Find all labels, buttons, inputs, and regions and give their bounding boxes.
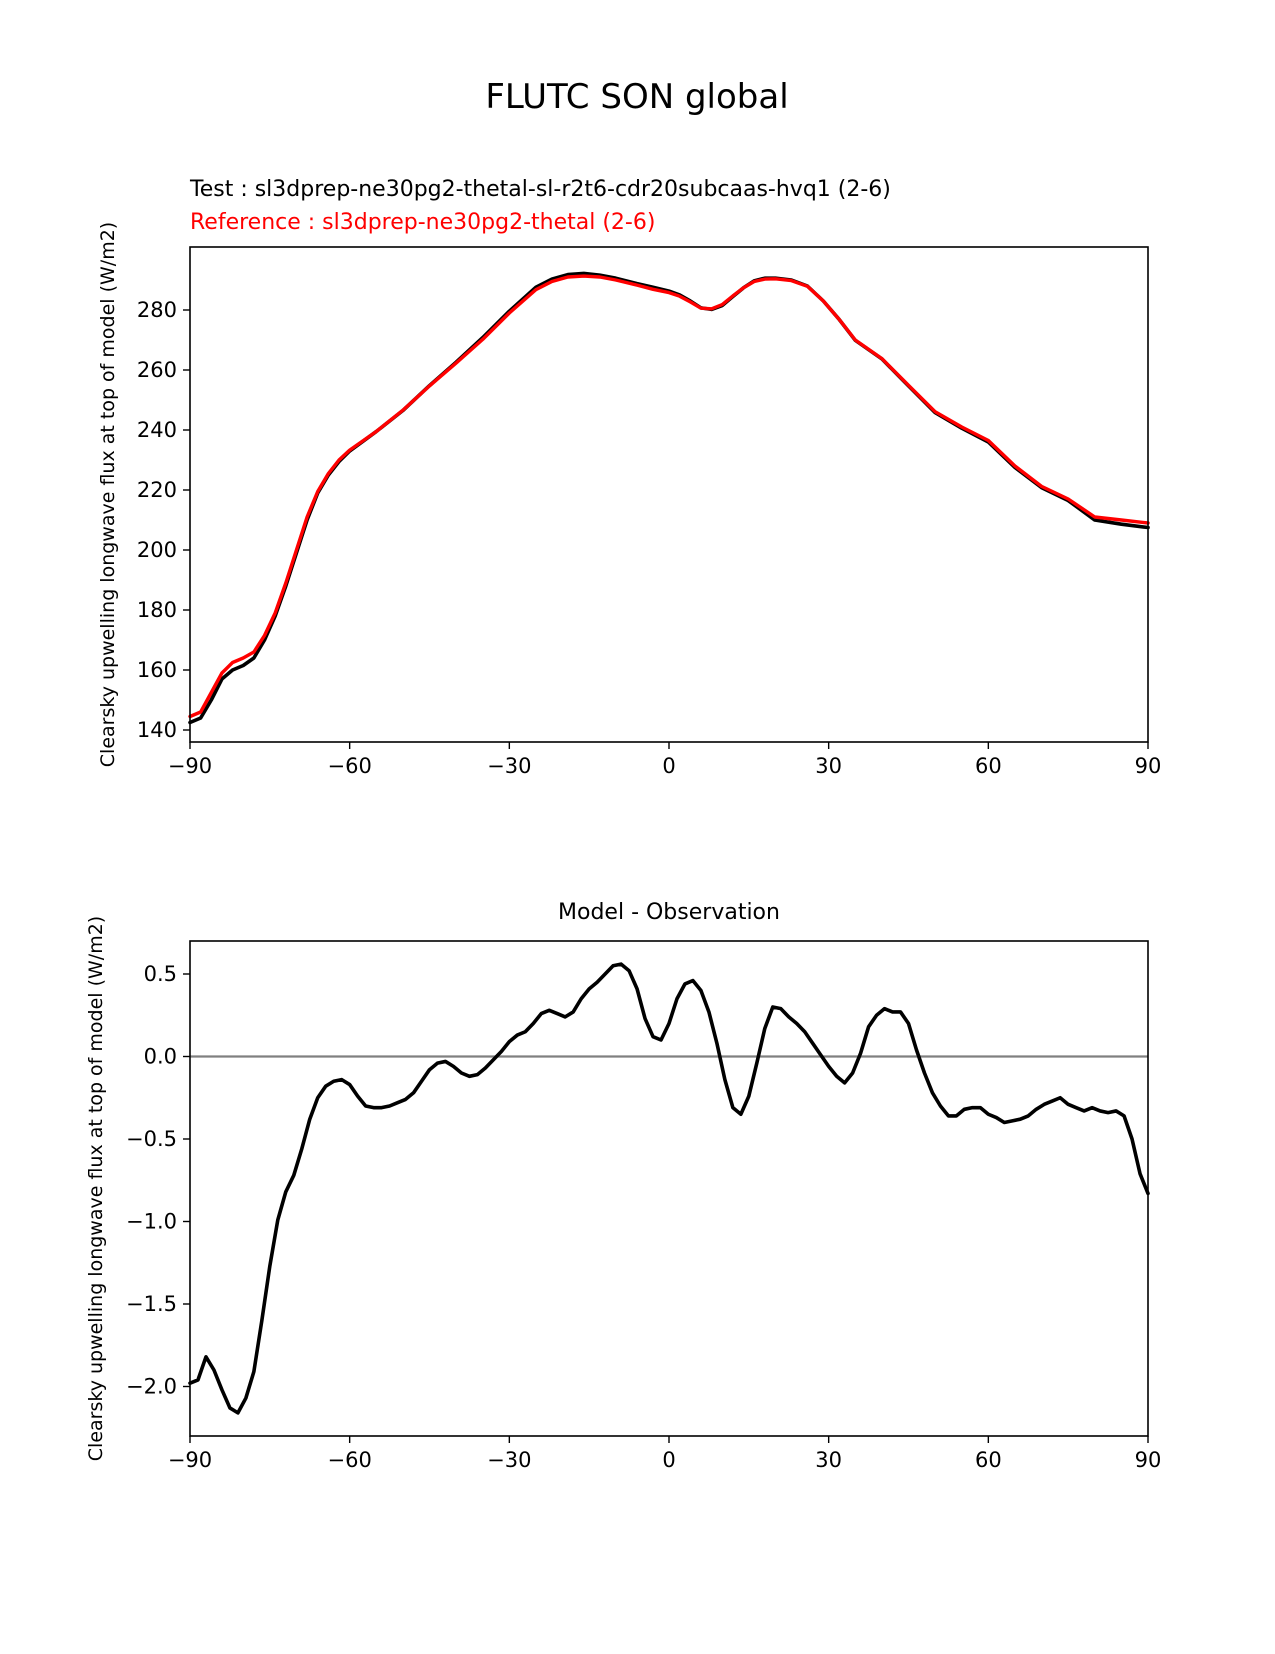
- x-tick-label: 0: [662, 754, 675, 778]
- x-tick-label: −90: [168, 754, 212, 778]
- figure-title: FLUTC SON global: [485, 77, 788, 117]
- plot-frame: [189, 940, 1149, 1437]
- y-tick-label: 260: [137, 358, 177, 382]
- y-tick-label: 240: [137, 418, 177, 442]
- plot-frame: [189, 246, 1149, 743]
- x-tick-label: 30: [815, 754, 842, 778]
- series-line-model-observation: [188, 962, 1150, 1415]
- y-tick-label: −1.5: [126, 1292, 177, 1316]
- test-label: Test : sl3dprep-ne30pg2-thetal-sl-r2t6-c…: [189, 177, 891, 202]
- reference-label: Reference : sl3dprep-ne30pg2-thetal (2-6…: [190, 210, 655, 235]
- x-tick-label: 30: [815, 1448, 842, 1472]
- bottom-chart-panel: −90 −60 −30 0 30 60 90 −2.0 −1.5 −1.0 −0.5 0.0 0.5 Cl…: [85, 916, 1161, 1472]
- y-tick-label: 180: [137, 598, 177, 622]
- y-tick-label: 140: [137, 718, 177, 742]
- x-tick-label: −60: [328, 1448, 372, 1472]
- series-line-test: [188, 271, 1150, 725]
- x-tick-label: −60: [328, 754, 372, 778]
- y-tick-label: 160: [137, 658, 177, 682]
- y-tick-label: 0.0: [144, 1045, 177, 1069]
- y-axis-label: Clearsky upwelling longwave flux at top …: [85, 916, 107, 1461]
- x-tick-label: −90: [168, 1448, 212, 1472]
- y-tick-label: −1.0: [126, 1210, 177, 1234]
- x-tick-label: 0: [662, 1448, 675, 1472]
- y-tick-label: 0.5: [144, 962, 177, 986]
- x-tick-label: 60: [975, 1448, 1002, 1472]
- x-tick-label: −30: [487, 754, 531, 778]
- y-tick-label: −0.5: [126, 1127, 177, 1151]
- x-tick-label: 60: [975, 754, 1002, 778]
- x-tick-label: −30: [487, 1448, 531, 1472]
- y-tick-label: −2.0: [126, 1375, 177, 1399]
- x-tick-label: 90: [1135, 754, 1162, 778]
- y-tick-label: 280: [137, 298, 177, 322]
- top-chart-panel: −90 −60 −30 0 30 60 90 140 160 180 200 220 240 260 280…: [97, 222, 1161, 778]
- bottom-chart-title: Model - Observation: [558, 900, 780, 925]
- y-axis-label: Clearsky upwelling longwave flux at top …: [97, 222, 119, 767]
- y-tick-label: 200: [137, 538, 177, 562]
- x-tick-label: 90: [1135, 1448, 1162, 1472]
- series-line-reference: [188, 274, 1150, 719]
- y-tick-label: 220: [137, 478, 177, 502]
